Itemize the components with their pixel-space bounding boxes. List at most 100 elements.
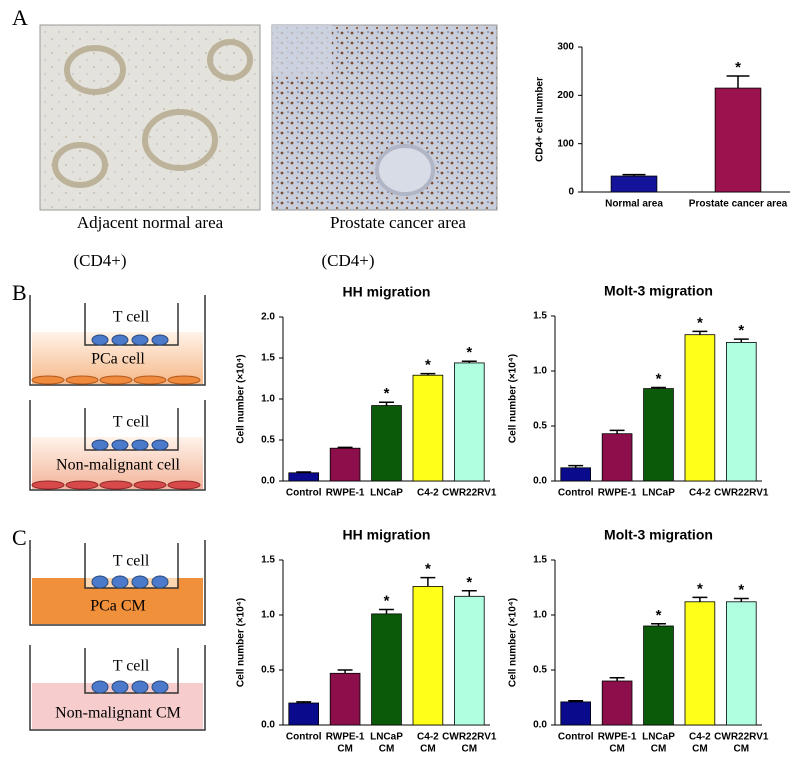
x-tick-label: C4-2 [689, 732, 711, 743]
x-tick-label: Control [558, 488, 594, 499]
significance-mark: * [738, 581, 744, 598]
y-tick-label: 0.0 [261, 476, 275, 487]
transwell-diagram [29, 400, 206, 491]
error-bar [733, 597, 749, 602]
y-tick-label: 0.0 [533, 720, 547, 731]
error-bar [622, 173, 646, 177]
stroma-area [272, 25, 332, 75]
y-tick-label: 0 [568, 187, 574, 198]
error-bar [337, 669, 353, 674]
y-tick-label: 0.0 [533, 476, 547, 487]
y-tick-label: 1.5 [261, 555, 275, 566]
x-tick-label: C4-2 [689, 488, 711, 499]
bar [601, 680, 633, 726]
significance-mark: * [466, 574, 472, 591]
x-tick-label: C4-2 [417, 488, 439, 499]
x-tick-label: CM [609, 744, 625, 755]
y-tick-label: 1.5 [533, 555, 547, 566]
significance-mark: * [697, 314, 703, 331]
bar [371, 613, 402, 726]
x-tick-label: Normal area [605, 199, 663, 210]
significance-mark: * [697, 580, 703, 597]
panel-label: A [12, 5, 28, 30]
x-tick-label: CM [379, 744, 395, 755]
transwell-diagram [29, 540, 206, 626]
significance-mark: * [466, 344, 472, 361]
bar [684, 601, 716, 726]
bar [560, 467, 592, 482]
significance-mark: * [738, 322, 744, 339]
bar [412, 374, 444, 482]
error-bar [296, 471, 312, 473]
diagram-label: T cell [113, 553, 150, 570]
image-marker: (CD4+) [73, 251, 126, 270]
significance-mark: * [384, 592, 390, 609]
transwell-diagram [29, 645, 206, 731]
transwell-diagram [29, 295, 206, 386]
error-bar [726, 75, 750, 89]
significance-mark: * [656, 370, 662, 387]
bar [560, 701, 592, 726]
error-bar [651, 623, 666, 626]
bar [288, 702, 320, 726]
error-bar [420, 372, 436, 376]
y-tick-label: 1.5 [261, 353, 275, 364]
error-bar [609, 676, 625, 681]
bar [725, 341, 757, 482]
x-tick-label: RWPE-1 [598, 732, 637, 743]
x-tick-label: CM [420, 744, 436, 755]
x-tick-label: RWPE-1 [598, 488, 637, 499]
y-tick-label: 0.5 [533, 665, 547, 676]
bar [453, 595, 485, 726]
x-tick-label: Prostate cancer area [689, 199, 788, 210]
bar [643, 625, 674, 726]
x-tick-label: LNCaP [642, 732, 675, 743]
significance-mark: * [425, 561, 431, 578]
diagram-label: PCa cell [91, 351, 145, 368]
y-tick-label: 200 [557, 90, 574, 101]
x-tick-label: CM [651, 744, 667, 755]
y-tick-label: 300 [557, 42, 574, 53]
y-tick-label: 1.0 [533, 366, 547, 377]
y-axis-label: Cell number (×10⁴) [236, 598, 247, 687]
error-bar [692, 330, 708, 335]
x-tick-label: CM [734, 744, 750, 755]
x-tick-label: CWR22RV1 [714, 488, 769, 499]
y-tick-label: 2.0 [261, 312, 275, 323]
diagram-label: Non-malignant cell [56, 457, 181, 474]
significance-mark: * [425, 357, 431, 374]
error-bar [379, 401, 394, 406]
error-bar [420, 576, 436, 587]
x-tick-label: Control [286, 732, 322, 743]
error-bar [379, 608, 394, 614]
vessel-shape [375, 144, 435, 196]
bar [329, 672, 361, 726]
bar [453, 362, 485, 482]
x-tick-label: Control [286, 488, 322, 499]
image-caption: Adjacent normal area [77, 213, 224, 232]
x-tick-label: CM [337, 744, 353, 755]
chart-title: HH migration [343, 284, 431, 300]
y-tick-label: 0.0 [261, 720, 275, 731]
x-tick-label: CWR22RV1 [442, 732, 497, 743]
x-tick-label: CM [462, 744, 478, 755]
y-axis-label: Cell number (×10⁴) [508, 598, 519, 687]
x-tick-label: RWPE-1 [326, 488, 365, 499]
significance-mark: * [656, 607, 662, 624]
error-bar [692, 596, 708, 602]
diagram-label: T cell [113, 658, 150, 675]
y-tick-label: 1.5 [533, 311, 547, 322]
image-caption: Prostate cancer area [330, 213, 466, 232]
y-axis-label: Cell number (×10⁴) [236, 354, 247, 443]
significance-mark: * [384, 385, 390, 402]
bar [684, 334, 716, 482]
bar [643, 388, 674, 482]
bar [725, 601, 757, 726]
gland-shapes [52, 39, 253, 188]
diagram-label: Non-malignant CM [55, 705, 181, 722]
y-tick-label: 0.5 [533, 421, 547, 432]
panel-label: B [12, 280, 27, 305]
diagram-label: T cell [113, 309, 150, 326]
error-bar [568, 464, 584, 468]
image-marker: (CD4+) [321, 251, 374, 270]
